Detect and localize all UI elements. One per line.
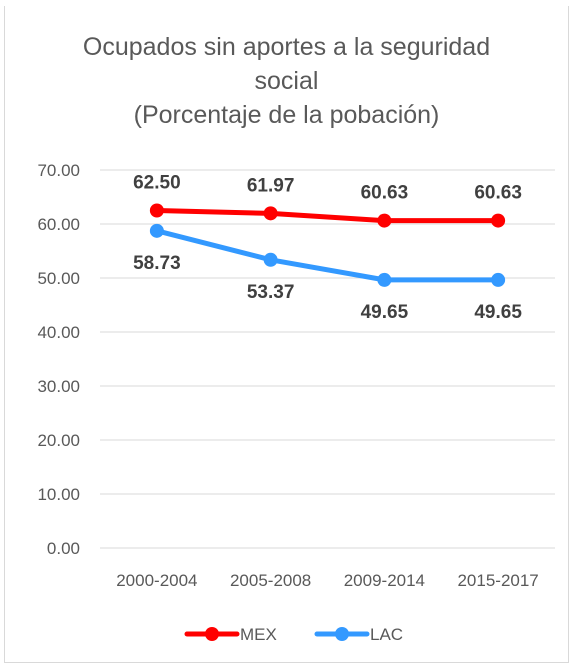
x-tick-label-1: 2005-2008 bbox=[230, 571, 311, 590]
point-lac-2 bbox=[377, 272, 392, 287]
legend-label-lac: LAC bbox=[370, 625, 403, 644]
x-tick-label-0: 2000-2004 bbox=[116, 571, 197, 590]
legend-marker-lac bbox=[335, 627, 349, 641]
data-labels: 62.50 61.97 60.63 60.63 58.73 53.37 49.65 49.65 bbox=[133, 173, 522, 323]
data-label-lac-0: 58.73 bbox=[133, 253, 181, 274]
point-lac-0 bbox=[149, 223, 164, 238]
series-points bbox=[149, 203, 506, 287]
data-label-mex-1: 61.97 bbox=[247, 175, 295, 196]
chart-title-line-3: (Porcentaje de la pobación) bbox=[133, 101, 440, 129]
x-tick-label-2: 2009-2014 bbox=[344, 571, 425, 590]
point-mex-1 bbox=[263, 206, 278, 221]
y-tick-label-6: 60.00 bbox=[37, 215, 80, 234]
gridlines bbox=[100, 169, 555, 549]
data-label-lac-1: 53.37 bbox=[247, 282, 295, 303]
point-mex-2 bbox=[377, 213, 392, 228]
y-axis: 0.00 10.00 20.00 30.00 40.00 50.00 60.00 70.00 bbox=[37, 161, 80, 558]
series-lines bbox=[154, 208, 501, 283]
point-lac-3 bbox=[491, 272, 506, 287]
chart-title: Ocupados sin aportes a la seguridad soci… bbox=[0, 30, 573, 132]
chart-frame bbox=[4, 6, 569, 663]
data-label-lac-3: 49.65 bbox=[474, 302, 522, 323]
data-label-mex-2: 60.63 bbox=[361, 183, 409, 204]
y-tick-label-1: 10.00 bbox=[37, 485, 80, 504]
chart-title-line-1: Ocupados sin aportes a la seguridad bbox=[82, 33, 491, 61]
data-label-mex-0: 62.50 bbox=[133, 173, 181, 194]
y-tick-label-3: 30.00 bbox=[37, 377, 80, 396]
legend-label-mex: MEX bbox=[240, 625, 277, 644]
chart-title-line-2: social bbox=[254, 67, 319, 95]
y-tick-label-2: 20.00 bbox=[37, 431, 80, 450]
point-lac-1 bbox=[263, 252, 278, 267]
y-tick-label-7: 70.00 bbox=[37, 161, 80, 180]
series-line-mex bbox=[154, 208, 501, 224]
legend-marker-mex bbox=[205, 627, 219, 641]
series-line-lac bbox=[154, 228, 501, 283]
data-label-mex-3: 60.63 bbox=[474, 183, 522, 204]
x-tick-label-3: 2015-2017 bbox=[457, 571, 538, 590]
point-mex-0 bbox=[149, 203, 164, 218]
y-tick-label-4: 40.00 bbox=[37, 323, 80, 342]
y-tick-label-0: 0.00 bbox=[47, 539, 80, 558]
point-mex-3 bbox=[491, 213, 506, 228]
legend: MEX LAC bbox=[184, 625, 403, 644]
data-label-lac-2: 49.65 bbox=[361, 302, 409, 323]
x-axis: 2000-2004 2005-2008 2009-2014 2015-2017 bbox=[116, 571, 539, 590]
y-tick-label-5: 50.00 bbox=[37, 269, 80, 288]
